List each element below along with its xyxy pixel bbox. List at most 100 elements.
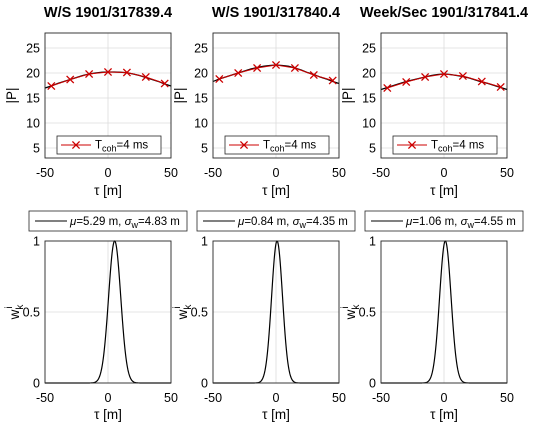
y-tick-label: 15 <box>26 92 40 106</box>
data-point-marker <box>383 83 392 93</box>
legend-label: Tcoh=4 ms <box>263 140 316 154</box>
marker-stroke <box>309 70 318 80</box>
y-axis-label: wki <box>172 304 194 321</box>
x-axis-label: τ [m] <box>430 183 458 198</box>
data-point-marker <box>215 74 224 84</box>
legend-box <box>196 210 356 232</box>
legend-box <box>392 135 498 155</box>
legend-sigma-value: =4.35 m <box>306 216 348 228</box>
chart-title: W/S 1901/317839.4 <box>44 5 172 21</box>
y-axis-label-sub: k <box>351 304 362 310</box>
legend-label: μ=5.29 m, σw=4.83 m <box>69 216 180 230</box>
data-point-marker <box>141 72 150 82</box>
y-tick-label: 5 <box>33 142 40 156</box>
x-tick-label: -50 <box>204 166 222 180</box>
y-tick-label: 10 <box>362 117 376 131</box>
chart-title: W/S 1901/317840.4 <box>212 5 340 21</box>
y-tick-label: 0 <box>369 377 376 391</box>
marker-stroke <box>253 63 262 73</box>
y-tick-label: 25 <box>26 42 40 56</box>
marker-stroke <box>85 69 94 79</box>
y-tick-label: 25 <box>362 42 376 56</box>
y-axis-label-sup: i <box>172 306 183 308</box>
y-axis-label: wki <box>340 304 362 321</box>
x-tick-label: 0 <box>273 391 280 405</box>
x-tick-label: 50 <box>164 391 178 405</box>
x-tick-label: -50 <box>372 391 390 405</box>
legend-label-sub: coh <box>438 144 453 154</box>
legend-box <box>56 135 162 155</box>
y-tick-label: 10 <box>194 117 208 131</box>
legend-sigma-symbol: σ <box>293 216 301 228</box>
x-axis-label: τ [m] <box>262 183 290 198</box>
data-point-marker <box>66 75 75 84</box>
data-point-marker <box>47 81 56 91</box>
legend-sigma-value: =4.83 m <box>138 216 180 228</box>
legend-box <box>364 210 524 232</box>
x-tick-label: 50 <box>500 166 514 180</box>
y-tick-label: 0.5 <box>191 306 208 320</box>
marker-stroke <box>477 77 486 86</box>
legend-marker <box>239 140 249 150</box>
marker-stroke <box>47 81 56 91</box>
marker-stroke <box>234 68 243 78</box>
plot-frame <box>44 32 172 159</box>
legend-label: μ=0.84 m, σw=4.35 m <box>237 216 348 230</box>
x-tick-label: -50 <box>372 166 390 180</box>
y-tick-label: 20 <box>26 67 40 81</box>
top-panel-1: -50 0 50 5 10 15 20 25 W/S 1901/317839.4 τ [m] |P|… <box>4 5 178 198</box>
legend: μ=5.29 m, σw=4.83 m <box>28 210 188 232</box>
y-tick-label: 15 <box>362 92 376 106</box>
top-panel-3: -50 0 50 5 10 15 20 25 Week/Sec 1901/317841.4 τ [… <box>340 5 528 198</box>
marker-stroke <box>458 71 467 81</box>
marker-stroke <box>402 77 411 87</box>
data-point-marker <box>439 69 449 79</box>
y-axis-label: wki <box>4 304 26 321</box>
y-tick-label: 25 <box>194 42 208 56</box>
marker-stroke <box>66 75 75 84</box>
y-tick-label: 1 <box>369 235 376 249</box>
x-tick-label: 0 <box>441 166 448 180</box>
y-tick-label: 20 <box>362 67 376 81</box>
legend-mu-value: =1.06 m, <box>412 216 460 228</box>
data-point-marker <box>421 72 430 82</box>
x-tick-label: 50 <box>332 391 346 405</box>
legend-label-rest: =4 ms <box>285 140 317 152</box>
plot-frame <box>212 32 340 159</box>
legend-label: μ=1.06 m, σw=4.55 m <box>405 216 516 230</box>
y-axis-label: |P| <box>4 87 19 103</box>
x-axis-label: τ [m] <box>262 407 290 422</box>
legend: Tcoh=4 ms <box>224 135 330 155</box>
legend-sigma-sub: w <box>131 220 139 230</box>
legend-sigma-sub: w <box>467 220 475 230</box>
y-axis-label-sub: k <box>15 304 26 310</box>
y-tick-label: 5 <box>369 142 376 156</box>
data-point-marker <box>234 68 243 78</box>
y-tick-label: 20 <box>194 67 208 81</box>
y-tick-label: 0.5 <box>359 306 376 320</box>
data-point-marker <box>271 60 281 70</box>
legend-label-sub: coh <box>270 144 285 154</box>
legend-mu-value: =5.29 m, <box>76 216 124 228</box>
legend-mu-value: =0.84 m, <box>244 216 292 228</box>
legend-label-sub: coh <box>102 144 117 154</box>
y-tick-label: 0.5 <box>23 306 40 320</box>
data-point-marker <box>290 63 299 73</box>
y-axis-label-sub: k <box>183 304 194 310</box>
legend-marker <box>71 140 81 150</box>
y-axis-label: |P| <box>340 87 355 103</box>
legend-sigma-symbol: σ <box>461 216 469 228</box>
legend-label-main: T <box>431 140 438 152</box>
plot-frame <box>212 240 340 384</box>
marker-stroke <box>122 68 131 77</box>
data-point-marker <box>253 63 262 73</box>
data-point-marker <box>477 77 486 86</box>
y-tick-label: 0 <box>201 377 208 391</box>
chart-title: Week/Sec 1901/317841.4 <box>360 5 528 21</box>
plot-frame <box>44 240 172 384</box>
x-tick-label: 0 <box>105 166 112 180</box>
x-tick-label: 0 <box>273 166 280 180</box>
x-axis-label: τ [m] <box>94 407 122 422</box>
y-tick-label: 5 <box>201 142 208 156</box>
